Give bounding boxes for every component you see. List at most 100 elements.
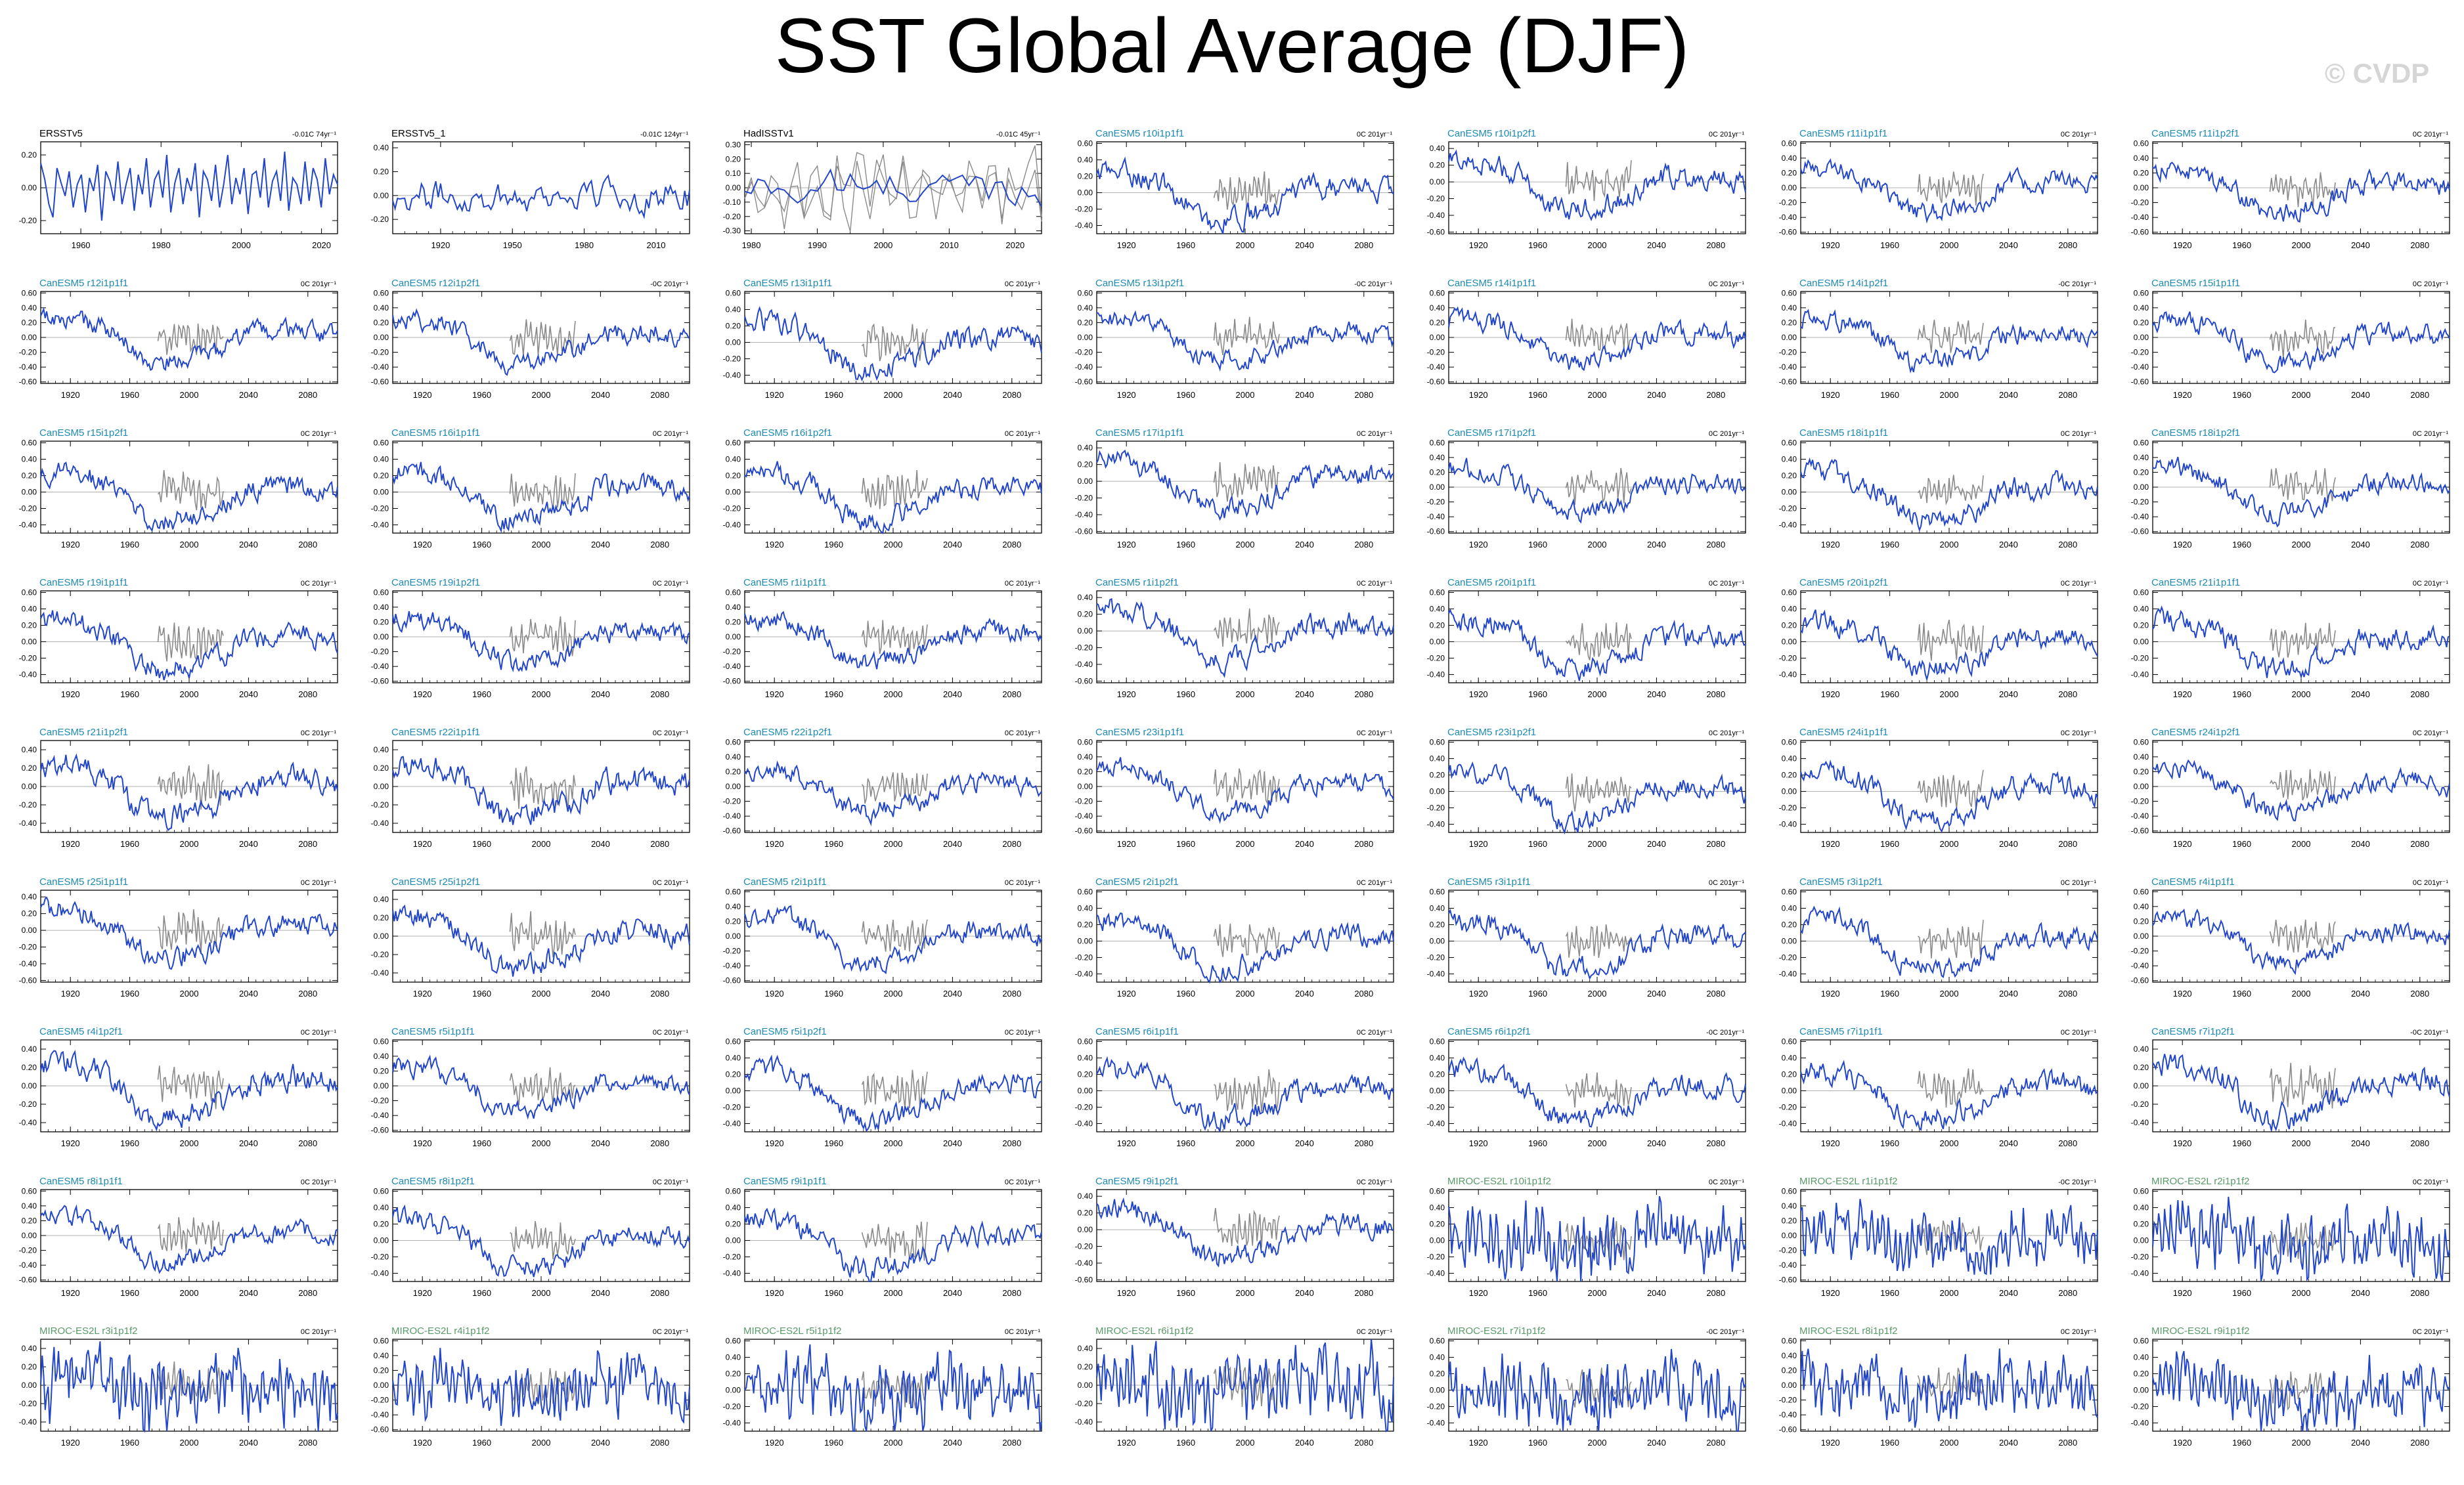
x-tick-label: 1960 (1176, 689, 1195, 699)
x-tick-label: 2000 (2292, 1288, 2311, 1298)
y-tick-label: 0.20 (2134, 1063, 2149, 1072)
y-tick-label: 0.20 (374, 764, 389, 773)
panel-34: CanESM5 r24i1p1f1 0C 201yr⁻¹ 0.60 0.40 0.20 0… (1779, 727, 2098, 849)
observed-series-line (1565, 467, 1632, 506)
x-tick-label: 1960 (472, 390, 491, 400)
series-line (1800, 759, 2098, 833)
observed-series-line (1917, 1068, 1984, 1108)
x-tick-label: 2080 (1354, 1288, 1373, 1298)
x-tick-label: 2000 (1236, 989, 1255, 999)
y-tick-label: -0.20 (2131, 1253, 2149, 1262)
panel-32: CanESM5 r23i1p1f1 0C 201yr⁻¹ 0.60 0.40 0.20 0… (1075, 727, 1394, 849)
y-tick-label: -0.60 (371, 677, 389, 686)
x-tick-label: 1960 (1880, 240, 1899, 250)
y-tick-label: 0.40 (22, 1044, 37, 1054)
x-tick-label: 2080 (2410, 540, 2429, 549)
panel-label: CanESM5 r10i1p2f1 (1447, 128, 1536, 139)
x-tick-label: 1920 (413, 1438, 432, 1448)
panel-42: CanESM5 r4i1p1f1 0C 201yr⁻¹ 0.60 0.40 0.20 0.… (2131, 876, 2450, 999)
y-tick-label: 0.40 (374, 143, 389, 152)
observed-series-line (861, 1371, 928, 1409)
panel-label: CanESM5 r2i1p1f1 (743, 876, 827, 888)
x-tick-label: 2040 (1647, 839, 1666, 849)
panel-label: CanESM5 r18i1p2f1 (2151, 427, 2240, 439)
x-tick-label: 2040 (2351, 390, 2370, 400)
x-tick-label: 2040 (943, 689, 962, 699)
x-tick-label: 2000 (532, 989, 551, 999)
x-tick-label: 1960 (1176, 1288, 1195, 1298)
trend-label: 0C 201yr⁻¹ (653, 580, 688, 588)
x-tick-label: 1920 (765, 1288, 784, 1298)
y-tick-label: 0.00 (1078, 782, 1093, 791)
x-tick-label: 2040 (591, 989, 610, 999)
observed-series-line (157, 1216, 224, 1253)
y-tick-label: 0.40 (1430, 303, 1445, 312)
y-tick-label: 0.00 (22, 1381, 37, 1390)
x-tick-label: 2080 (1002, 1138, 1021, 1148)
x-tick-label: 2080 (1002, 839, 1021, 849)
observed-series-line (1213, 1069, 1280, 1112)
y-tick-label: 0.00 (2134, 483, 2149, 492)
panel-27: CanESM5 r20i1p2f1 0C 201yr⁻¹ 0.60 0.40 0.20 0… (1779, 577, 2098, 699)
y-tick-label: 0.40 (2134, 902, 2149, 911)
x-tick-label: 2080 (1706, 1138, 1725, 1148)
x-tick-label: 2040 (591, 1138, 610, 1148)
x-tick-label: 2080 (1354, 689, 1373, 699)
y-tick-label: -0.20 (1779, 348, 1797, 357)
x-tick-label: 1960 (824, 1438, 843, 1448)
panel-label: MIROC-ES2L r4i1p1f2 (391, 1325, 490, 1337)
x-tick-label: 2040 (1999, 390, 2018, 400)
y-tick-label: -0.40 (2131, 362, 2149, 372)
panel-label: CanESM5 r16i1p1f1 (391, 427, 480, 439)
x-tick-label: 1920 (765, 689, 784, 699)
x-tick-label: 1920 (2173, 989, 2192, 999)
y-tick-label: -0.10 (723, 198, 741, 207)
x-tick-label: 2040 (2351, 839, 2370, 849)
series-line (1096, 310, 1394, 372)
y-tick-label: 0.00 (1782, 937, 1797, 946)
x-tick-label: 2020 (312, 240, 331, 250)
y-tick-label: 0.40 (22, 1201, 37, 1211)
panel-28: CanESM5 r21i1p1f1 0C 201yr⁻¹ 0.60 0.40 0.20 0… (2131, 577, 2450, 699)
y-tick-label: -0.40 (1427, 1419, 1445, 1428)
y-tick-label: 0.60 (726, 887, 741, 896)
x-tick-label: 1920 (1117, 839, 1136, 849)
x-tick-label: 2080 (650, 1288, 669, 1298)
x-tick-label: 2040 (1647, 1288, 1666, 1298)
trend-label: 0C 201yr⁻¹ (1005, 430, 1040, 438)
x-tick-label: 1920 (1469, 240, 1488, 250)
y-tick-label: -0.40 (1427, 512, 1445, 521)
x-tick-label: 2080 (298, 989, 317, 999)
y-tick-label: -0.40 (1779, 362, 1797, 372)
x-tick-label: 2080 (2058, 540, 2077, 549)
panel-43: CanESM5 r4i1p2f1 0C 201yr⁻¹ 0.40 0.20 0.00 -0… (19, 1026, 338, 1148)
x-tick-label: 2040 (1647, 1438, 1666, 1448)
y-tick-label: 0.60 (1078, 737, 1093, 746)
x-tick-label: 2000 (180, 989, 199, 999)
x-tick-label: 1960 (472, 1288, 491, 1298)
x-tick-label: 2000 (1940, 240, 1959, 250)
y-tick-label: -0.40 (723, 662, 741, 671)
series-line (392, 174, 690, 220)
x-tick-label: 2000 (1940, 989, 1959, 999)
x-tick-label: 1920 (1821, 1438, 1840, 1448)
x-tick-label: 2080 (650, 1438, 669, 1448)
y-tick-label: 0.00 (374, 333, 389, 342)
x-tick-label: 2040 (2351, 989, 2370, 999)
x-tick-label: 2080 (2410, 1288, 2429, 1298)
y-tick-label: 0.20 (1078, 1209, 1093, 1218)
x-tick-label: 2040 (943, 1438, 962, 1448)
y-tick-label: 0.40 (1782, 1201, 1797, 1211)
x-tick-label: 2080 (2058, 689, 2077, 699)
y-tick-label: 0.60 (1782, 1336, 1797, 1345)
x-tick-label: 2040 (2351, 1288, 2370, 1298)
y-tick-label: -0.20 (371, 1253, 389, 1262)
x-tick-label: 1920 (1469, 540, 1488, 549)
y-tick-label: 0.60 (22, 1186, 37, 1195)
y-tick-label: 0.60 (1430, 1187, 1445, 1196)
x-tick-label: 2080 (1002, 689, 1021, 699)
trend-label: 0C 201yr⁻¹ (2413, 131, 2448, 139)
y-tick-label: -0.20 (2131, 797, 2149, 806)
series-line (40, 1341, 338, 1433)
